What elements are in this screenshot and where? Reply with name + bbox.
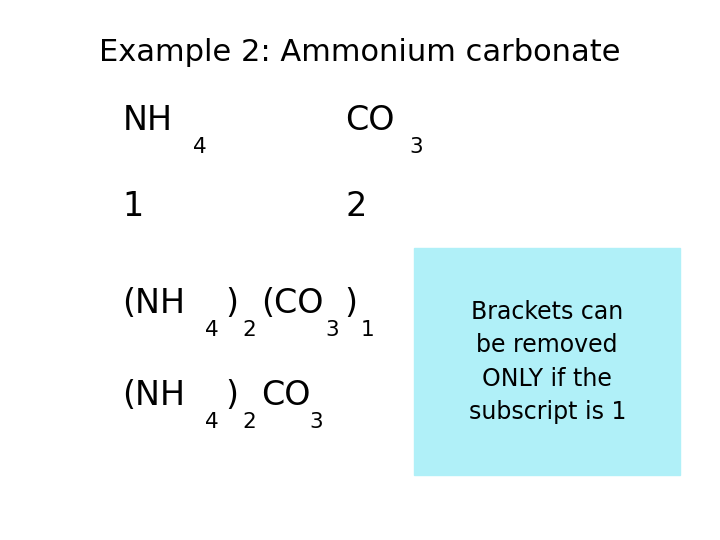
- Text: NH: NH: [122, 104, 172, 137]
- Text: 2: 2: [346, 190, 367, 223]
- Text: ): ): [225, 379, 238, 412]
- Text: 1: 1: [122, 190, 144, 223]
- Text: 2: 2: [242, 412, 256, 432]
- Text: 3: 3: [325, 320, 339, 340]
- Text: CO: CO: [261, 379, 310, 412]
- Text: Example 2: Ammonium carbonate: Example 2: Ammonium carbonate: [99, 38, 621, 67]
- Text: CO: CO: [346, 104, 395, 137]
- Text: 4: 4: [193, 137, 207, 157]
- Text: 2: 2: [242, 320, 256, 340]
- Text: (NH: (NH: [122, 287, 186, 320]
- FancyBboxPatch shape: [414, 248, 680, 475]
- Text: ): ): [344, 287, 357, 320]
- Text: (CO: (CO: [261, 287, 323, 320]
- Text: ): ): [225, 287, 238, 320]
- Text: 3: 3: [310, 412, 323, 432]
- Text: 3: 3: [409, 137, 423, 157]
- Text: Brackets can
be removed
ONLY if the
subscript is 1: Brackets can be removed ONLY if the subs…: [469, 300, 626, 424]
- Text: 1: 1: [361, 320, 374, 340]
- Text: 4: 4: [205, 412, 219, 432]
- Text: 4: 4: [205, 320, 219, 340]
- Text: (NH: (NH: [122, 379, 186, 412]
